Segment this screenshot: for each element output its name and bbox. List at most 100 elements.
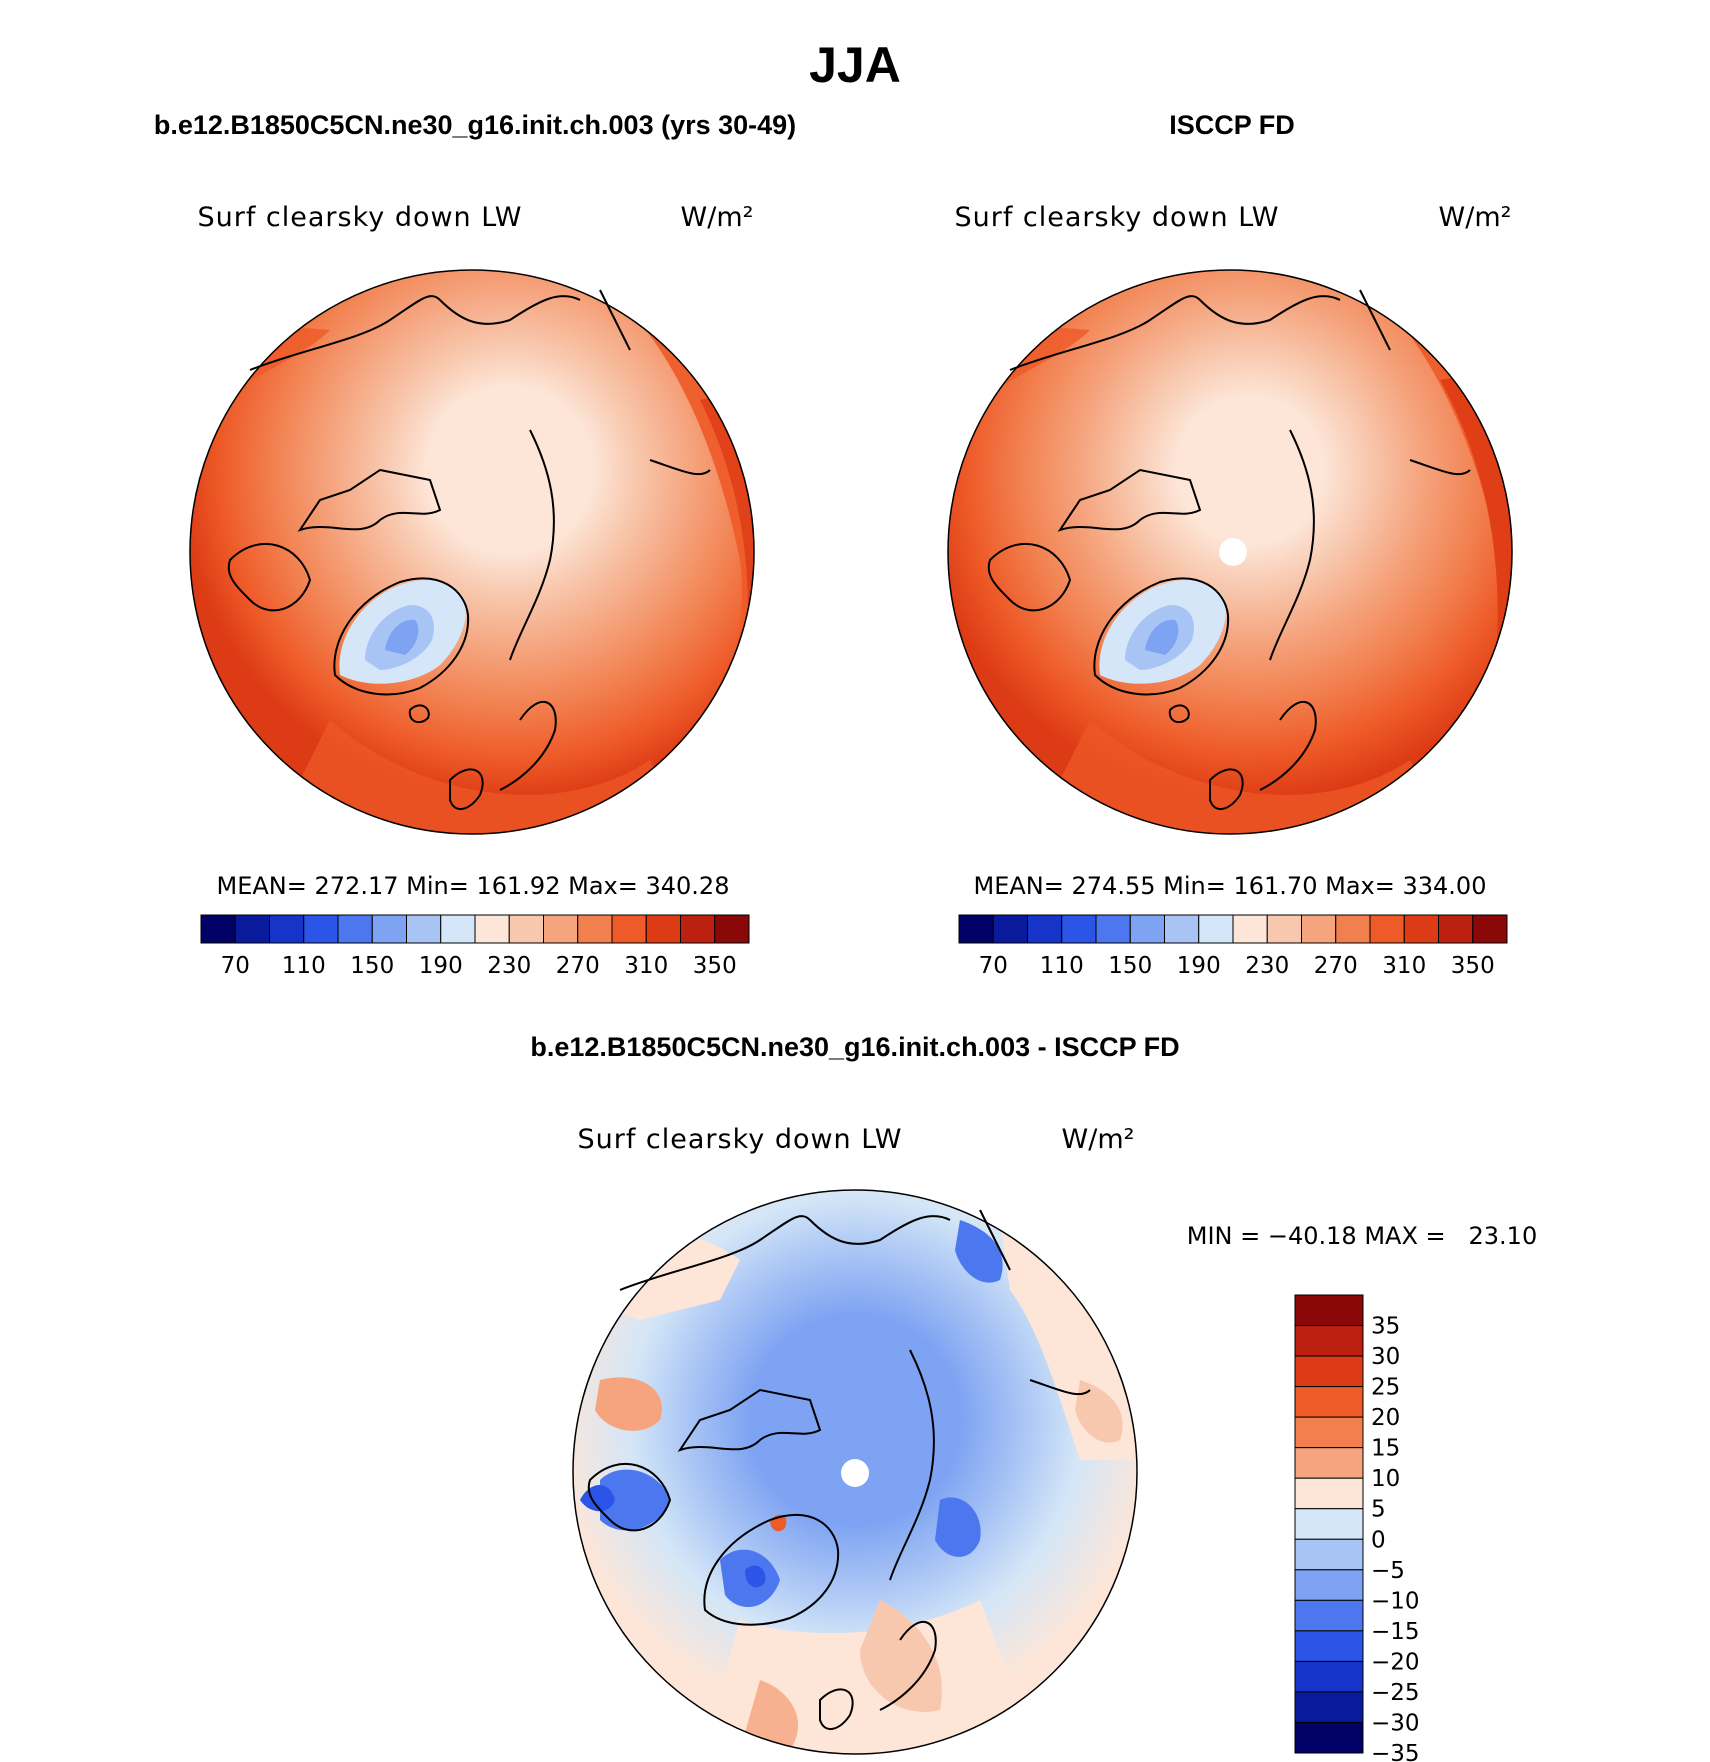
coastlines bbox=[227, 289, 711, 810]
colorbar-tick-label: 5 bbox=[1371, 1497, 1386, 1523]
colorbar-swatch bbox=[1294, 1630, 1364, 1662]
colorbar-swatch bbox=[1027, 914, 1063, 944]
colorbar-tick-label: −15 bbox=[1371, 1619, 1420, 1645]
panel-diff: b.e12.B1850C5CN.ne30_g16.init.ch.003 - I… bbox=[530, 1032, 1537, 1762]
colorbar-tick-label: 15 bbox=[1371, 1436, 1400, 1462]
colorbar-tick-label: 10 bbox=[1371, 1466, 1400, 1492]
colorbar-tick-label: 190 bbox=[1177, 953, 1221, 979]
colorbar-swatch bbox=[371, 914, 407, 944]
colorbar-swatch bbox=[1369, 914, 1405, 944]
colorbar-swatch bbox=[1301, 914, 1337, 944]
colorbar-swatch bbox=[303, 914, 339, 944]
colorbar-tick-label: 270 bbox=[556, 953, 600, 979]
colorbar-swatch bbox=[1294, 1569, 1364, 1601]
colorbar-swatch bbox=[269, 914, 305, 944]
colorbar-tick-label: −30 bbox=[1371, 1710, 1420, 1736]
colorbar-tick-label: 150 bbox=[350, 953, 394, 979]
colorbar-swatch bbox=[1061, 914, 1097, 944]
stats-line: MEAN= 274.55 Min= 161.70 Max= 334.00 bbox=[974, 872, 1487, 900]
colorbar-tick-label: 350 bbox=[693, 953, 737, 979]
colorbar-tick-label: 110 bbox=[282, 953, 326, 979]
coastlines bbox=[587, 1209, 1091, 1730]
colorbar-swatch bbox=[1294, 1355, 1364, 1388]
figure-title: JJA bbox=[809, 37, 901, 93]
colorbar-swatch bbox=[1294, 1721, 1364, 1754]
colorbar-tick-label: 190 bbox=[419, 953, 463, 979]
colorbar-swatch bbox=[508, 914, 544, 944]
colorbar-swatch bbox=[1438, 914, 1474, 944]
colorbar-tick-label: −10 bbox=[1371, 1588, 1420, 1614]
map-boundary bbox=[947, 269, 1513, 835]
colorbar-swatch bbox=[611, 914, 647, 944]
colorbar-tick-label: 310 bbox=[1382, 953, 1426, 979]
colorbar-tick-label: 230 bbox=[1245, 953, 1289, 979]
colorbar-swatch bbox=[1294, 1538, 1364, 1571]
colorbar-swatch bbox=[714, 914, 750, 944]
colorbar-tick-label: −25 bbox=[1371, 1680, 1420, 1706]
colorbar-tick-label: 35 bbox=[1371, 1314, 1400, 1340]
stats-line: MEAN= 272.17 Min= 161.92 Max= 340.28 bbox=[217, 872, 730, 900]
coastlines bbox=[987, 289, 1471, 810]
colorbar-absolute: 70 110 150 190 230 270 310 350 bbox=[958, 914, 1508, 979]
panel-title: ISCCP FD bbox=[1169, 110, 1295, 140]
missing-data-pole bbox=[1219, 538, 1247, 566]
panel-model: b.e12.B1850C5CN.ne30_g16.init.ch.003 (yr… bbox=[154, 110, 796, 979]
colorbar-tick-label: 0 bbox=[1371, 1527, 1386, 1553]
variable-label: Surf clearsky down LW bbox=[197, 202, 522, 233]
colorbar-swatch bbox=[1294, 1386, 1364, 1418]
colorbar-swatch bbox=[1294, 1508, 1364, 1540]
colorbar-tick-label: 270 bbox=[1314, 953, 1358, 979]
colorbar-swatch bbox=[234, 914, 270, 944]
colorbar-swatch bbox=[200, 914, 236, 944]
colorbar-swatch bbox=[337, 914, 373, 944]
colorbar-swatch bbox=[1232, 914, 1268, 944]
units-label: W/m² bbox=[681, 202, 754, 233]
minmax-label: MIN = −40.18 MAX = 23.10 bbox=[1187, 1222, 1537, 1250]
colorbar-tick-label: 20 bbox=[1371, 1405, 1400, 1431]
colorbar-tick-label: −20 bbox=[1371, 1649, 1420, 1675]
colorbar-swatch bbox=[1294, 1325, 1364, 1357]
colorbar-absolute: 70 110 150 190 230 270 310 350 bbox=[200, 914, 750, 979]
colorbar-swatch bbox=[1129, 914, 1165, 944]
colorbar-tick-label: −35 bbox=[1371, 1741, 1420, 1762]
colorbar-tick-label: 30 bbox=[1371, 1344, 1400, 1370]
panel-obs: ISCCP FD Surf clearsky down LW W/m² bbox=[947, 110, 1513, 979]
units-label: W/m² bbox=[1062, 1124, 1135, 1155]
colorbar-swatch bbox=[474, 914, 510, 944]
panel-title: b.e12.B1850C5CN.ne30_g16.init.ch.003 (yr… bbox=[154, 110, 796, 140]
polar-map bbox=[190, 270, 754, 834]
variable-label: Surf clearsky down LW bbox=[577, 1124, 902, 1155]
colorbar-swatch bbox=[543, 914, 579, 944]
panel-title: b.e12.B1850C5CN.ne30_g16.init.ch.003 - I… bbox=[530, 1032, 1179, 1062]
map-boundary bbox=[189, 269, 755, 835]
colorbar-swatch bbox=[1472, 914, 1508, 944]
colorbar-swatch bbox=[1198, 914, 1234, 944]
colorbar-swatch bbox=[1294, 1660, 1364, 1693]
colorbar-tick-label: 25 bbox=[1371, 1375, 1400, 1401]
colorbar-swatch bbox=[1335, 914, 1371, 944]
colorbar-difference: 35 30 25 20 15 10 5 0 −5 −10 −15 −20 −25 −30 −35 bbox=[1294, 1294, 1420, 1762]
colorbar-swatch bbox=[1164, 914, 1200, 944]
variable-label: Surf clearsky down LW bbox=[954, 202, 1279, 233]
colorbar-tick-label: 310 bbox=[624, 953, 668, 979]
map-boundary bbox=[572, 1189, 1138, 1755]
colorbar-swatch bbox=[1095, 914, 1131, 944]
colorbar-tick-label: 110 bbox=[1040, 953, 1084, 979]
missing-data-pole bbox=[841, 1459, 869, 1487]
colorbar-tick-label: 230 bbox=[487, 953, 531, 979]
colorbar-swatch bbox=[992, 914, 1028, 944]
colorbar-swatch bbox=[680, 914, 716, 944]
colorbar-swatch bbox=[1294, 1416, 1364, 1449]
colorbar-swatch bbox=[1403, 914, 1439, 944]
colorbar-tick-label: 350 bbox=[1451, 953, 1495, 979]
colorbar-swatch bbox=[958, 914, 994, 944]
colorbar-tick-label: 150 bbox=[1108, 953, 1152, 979]
colorbar-swatch bbox=[1294, 1294, 1364, 1327]
colorbar-tick-label: 70 bbox=[979, 953, 1008, 979]
colorbar-swatch bbox=[645, 914, 681, 944]
colorbar-tick-label: −5 bbox=[1371, 1558, 1405, 1584]
colorbar-tick-label: 70 bbox=[221, 953, 250, 979]
colorbar-swatch bbox=[1294, 1477, 1364, 1510]
